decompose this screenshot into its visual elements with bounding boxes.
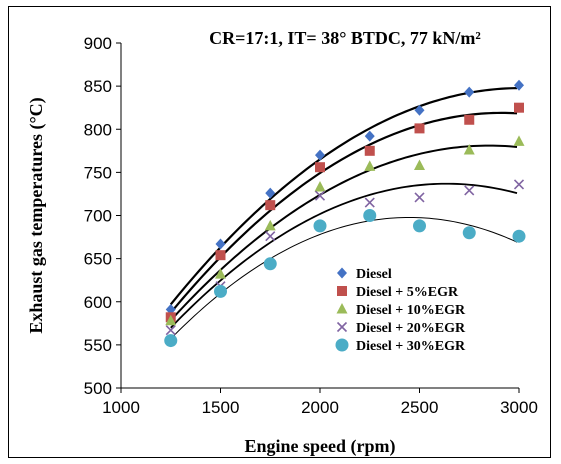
y-tick-label: 650 bbox=[84, 250, 112, 269]
y-axis-title: Exhaust gas temperatures (°C) bbox=[26, 97, 47, 333]
y-tick-label: 500 bbox=[84, 379, 112, 398]
data-point-series-4 bbox=[314, 190, 326, 201]
y-tick-label: 850 bbox=[84, 77, 112, 96]
data-point-series-4 bbox=[513, 179, 525, 190]
legend-marker-1 bbox=[337, 267, 347, 279]
legend-marker-4 bbox=[336, 321, 348, 333]
data-point-series-1 bbox=[364, 130, 375, 142]
data-point-series-2 bbox=[414, 123, 425, 134]
data-point-series-5 bbox=[413, 219, 426, 233]
trendline-4 bbox=[170, 182, 518, 329]
data-point-series-2 bbox=[464, 114, 475, 125]
data-point-series-5 bbox=[164, 334, 178, 348]
data-point-series-1 bbox=[165, 304, 176, 316]
x-tick-label: 2500 bbox=[401, 398, 439, 417]
legend-label-3: Diesel + 10%EGR bbox=[356, 303, 466, 318]
y-tick-label: 900 bbox=[84, 34, 112, 53]
trendlines bbox=[169, 86, 518, 340]
x-axis-title: Engine speed (rpm) bbox=[244, 436, 395, 457]
data-point-series-3 bbox=[414, 159, 425, 170]
legend-marker-5 bbox=[335, 338, 349, 352]
legend-marker-2 bbox=[337, 286, 347, 296]
y-tick-label: 800 bbox=[84, 120, 112, 139]
data-markers bbox=[164, 79, 526, 348]
chart-frame bbox=[8, 6, 551, 458]
data-point-series-4 bbox=[414, 192, 425, 203]
data-point-series-5 bbox=[263, 257, 277, 271]
trendline-3 bbox=[170, 144, 518, 322]
data-point-series-1 bbox=[315, 149, 325, 161]
chart-title: CR=17:1, IT= 38° BTDC, 77 kN/m² bbox=[209, 28, 481, 48]
data-point-series-3 bbox=[215, 268, 226, 279]
data-point-series-2 bbox=[265, 200, 276, 211]
y-tick-label: 750 bbox=[84, 163, 112, 182]
data-point-series-1 bbox=[215, 238, 226, 250]
data-point-series-2 bbox=[514, 102, 524, 113]
legend-label-5: Diesel + 30%EGR bbox=[356, 339, 466, 354]
legend-marker-3 bbox=[336, 303, 348, 314]
data-point-series-1 bbox=[265, 187, 276, 199]
data-point-series-4 bbox=[265, 231, 276, 242]
data-point-series-3 bbox=[314, 181, 326, 192]
trendline-5 bbox=[170, 216, 518, 340]
data-point-series-2 bbox=[315, 162, 325, 173]
y-tick-label: 700 bbox=[84, 207, 112, 226]
data-point-series-2 bbox=[364, 145, 375, 156]
x-tick-label: 1500 bbox=[202, 398, 240, 417]
trendline-1 bbox=[169, 86, 518, 306]
data-point-series-4 bbox=[165, 325, 176, 336]
trendline-2 bbox=[169, 111, 518, 314]
data-point-series-1 bbox=[414, 104, 425, 116]
x-tick-label: 2000 bbox=[301, 398, 339, 417]
x-tick-label: 1000 bbox=[102, 398, 140, 417]
data-point-series-2 bbox=[215, 250, 226, 261]
data-point-series-4 bbox=[464, 185, 475, 196]
y-tick-label: 550 bbox=[84, 336, 112, 355]
data-point-series-5 bbox=[462, 226, 476, 240]
x-tick-label: 3000 bbox=[500, 398, 538, 417]
x-axis-ticks: 1000 1500 2000 2500 3000 bbox=[102, 388, 538, 417]
data-point-series-3 bbox=[364, 160, 376, 171]
data-point-series-5 bbox=[214, 284, 227, 298]
legend-label-1: Diesel bbox=[356, 267, 392, 282]
data-point-series-5 bbox=[363, 209, 377, 222]
data-point-series-5 bbox=[512, 229, 526, 243]
data-point-series-1 bbox=[514, 79, 524, 91]
legend-label-4: Diesel + 20%EGR bbox=[356, 321, 466, 336]
y-tick-label: 600 bbox=[84, 293, 112, 312]
data-point-series-3 bbox=[165, 314, 177, 326]
legend-label-2: Diesel + 5%EGR bbox=[356, 285, 459, 300]
plot-area: 500 550 600 650 700 750 800 850 900 1000 1500 2000… bbox=[84, 34, 538, 417]
legend: Diesel Diesel + 5%EGR Diesel + 10%EGR Diese… bbox=[335, 267, 466, 354]
data-point-series-5 bbox=[313, 219, 327, 233]
y-axis-ticks: 500 550 600 650 700 750 800 850 900 bbox=[84, 34, 121, 398]
data-point-series-1 bbox=[464, 86, 475, 98]
data-point-series-3 bbox=[264, 219, 276, 231]
data-point-series-3 bbox=[513, 135, 525, 146]
data-point-series-3 bbox=[463, 143, 475, 155]
data-point-series-4 bbox=[364, 197, 375, 208]
